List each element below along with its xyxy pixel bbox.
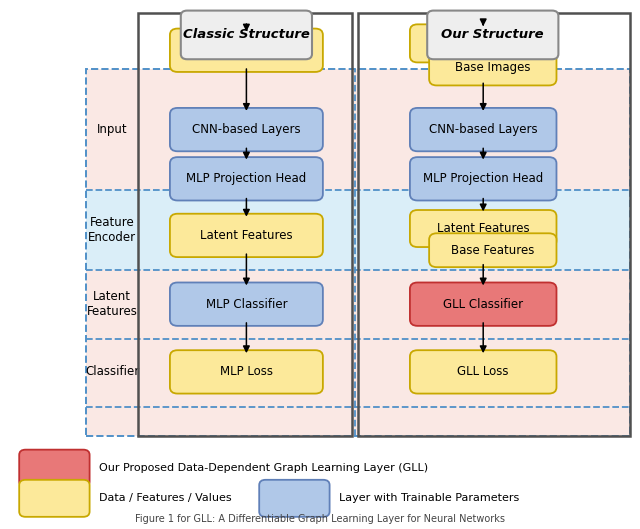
Text: Our Proposed Data-Dependent Graph Learning Layer (GLL): Our Proposed Data-Dependent Graph Learni… bbox=[99, 463, 428, 473]
FancyBboxPatch shape bbox=[410, 350, 557, 394]
FancyBboxPatch shape bbox=[429, 233, 557, 267]
Text: CNN-based Layers: CNN-based Layers bbox=[429, 123, 538, 136]
Text: Latent
Features: Latent Features bbox=[86, 290, 138, 318]
Text: MLP Projection Head: MLP Projection Head bbox=[423, 172, 543, 185]
Bar bbox=[86, 339, 630, 407]
FancyBboxPatch shape bbox=[410, 210, 557, 247]
Text: Latent Features: Latent Features bbox=[437, 222, 529, 235]
Bar bbox=[358, 13, 630, 436]
FancyBboxPatch shape bbox=[429, 50, 557, 85]
FancyBboxPatch shape bbox=[19, 450, 90, 487]
Bar bbox=[86, 270, 630, 339]
Text: GLL Classifier: GLL Classifier bbox=[443, 298, 524, 311]
FancyBboxPatch shape bbox=[19, 480, 90, 517]
Bar bbox=[86, 190, 630, 270]
Text: Input Images: Input Images bbox=[208, 44, 285, 57]
Text: Figure 1 for GLL: A Differentiable Graph Learning Layer for Neural Networks: Figure 1 for GLL: A Differentiable Graph… bbox=[135, 514, 505, 524]
Text: Data / Features / Values: Data / Features / Values bbox=[99, 494, 232, 503]
FancyBboxPatch shape bbox=[259, 480, 330, 517]
Text: MLP Projection Head: MLP Projection Head bbox=[186, 172, 307, 185]
FancyBboxPatch shape bbox=[170, 282, 323, 326]
Bar bbox=[86, 407, 630, 436]
Bar bbox=[86, 69, 630, 190]
FancyBboxPatch shape bbox=[410, 282, 557, 326]
Text: Input: Input bbox=[97, 123, 127, 136]
Text: Base Images: Base Images bbox=[455, 61, 531, 74]
Text: Base Features: Base Features bbox=[451, 244, 534, 257]
Bar bbox=[86, 69, 630, 436]
FancyBboxPatch shape bbox=[170, 350, 323, 394]
FancyBboxPatch shape bbox=[170, 108, 323, 151]
FancyBboxPatch shape bbox=[180, 11, 312, 59]
Text: Input Images: Input Images bbox=[445, 37, 522, 50]
Text: Feature
Encoder: Feature Encoder bbox=[88, 216, 136, 244]
Text: Latent Features: Latent Features bbox=[200, 229, 292, 242]
Text: MLP Loss: MLP Loss bbox=[220, 366, 273, 378]
Text: GLL Loss: GLL Loss bbox=[458, 366, 509, 378]
Bar bbox=[138, 13, 352, 436]
Text: CNN-based Layers: CNN-based Layers bbox=[192, 123, 301, 136]
FancyBboxPatch shape bbox=[428, 11, 558, 59]
Text: Our Structure: Our Structure bbox=[442, 29, 544, 41]
FancyBboxPatch shape bbox=[410, 157, 557, 200]
Text: Layer with Trainable Parameters: Layer with Trainable Parameters bbox=[339, 494, 520, 503]
Text: MLP Classifier: MLP Classifier bbox=[205, 298, 287, 311]
Text: Classifier: Classifier bbox=[85, 366, 139, 378]
FancyBboxPatch shape bbox=[170, 29, 323, 72]
FancyBboxPatch shape bbox=[410, 108, 557, 151]
FancyBboxPatch shape bbox=[410, 24, 557, 62]
FancyBboxPatch shape bbox=[170, 157, 323, 200]
Text: Classic Structure: Classic Structure bbox=[183, 29, 310, 41]
FancyBboxPatch shape bbox=[170, 214, 323, 257]
